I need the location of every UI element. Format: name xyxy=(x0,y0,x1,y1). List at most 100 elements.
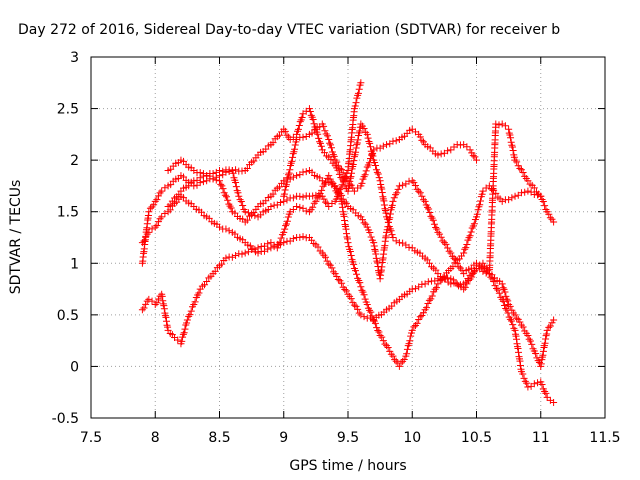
data-point xyxy=(150,201,158,209)
data-point xyxy=(408,326,416,334)
data-point xyxy=(507,134,515,142)
data-point xyxy=(367,233,375,241)
y-tick-label: 3 xyxy=(70,50,79,66)
data-point xyxy=(543,393,551,401)
data-point xyxy=(291,145,299,153)
x-tick-label: 9.5 xyxy=(337,430,359,446)
data-point xyxy=(277,240,285,248)
data-point xyxy=(293,172,301,180)
data-point xyxy=(355,85,363,93)
data-point xyxy=(364,134,372,142)
data-point xyxy=(545,323,553,331)
data-point xyxy=(342,199,350,207)
data-point xyxy=(450,279,458,287)
data-point xyxy=(312,197,320,205)
data-point xyxy=(237,198,245,206)
data-point xyxy=(351,267,359,275)
data-point xyxy=(288,157,296,165)
y-tick-label: 1 xyxy=(70,256,79,272)
data-point xyxy=(158,292,166,300)
data-point xyxy=(494,286,502,294)
data-point xyxy=(519,370,527,378)
data-point xyxy=(286,166,294,174)
data-point xyxy=(379,337,387,345)
data-point xyxy=(296,233,304,241)
data-point xyxy=(354,305,362,313)
data-point xyxy=(142,233,150,241)
data-point xyxy=(341,198,349,206)
data-point xyxy=(416,313,424,321)
data-point xyxy=(530,184,538,192)
data-point xyxy=(509,321,517,329)
data-point xyxy=(267,244,275,252)
data-point xyxy=(328,264,336,272)
data-point xyxy=(160,302,168,310)
data-point xyxy=(312,125,320,133)
data-point xyxy=(386,210,394,218)
data-point xyxy=(388,201,396,209)
data-point xyxy=(330,268,338,276)
data-point xyxy=(281,127,289,135)
data-point xyxy=(476,201,484,209)
data-point xyxy=(403,350,411,358)
data-point xyxy=(241,208,249,216)
data-point xyxy=(363,301,371,309)
data-point xyxy=(427,212,435,220)
data-point xyxy=(322,130,330,138)
data-point xyxy=(426,209,434,217)
data-point xyxy=(325,172,333,180)
data-point xyxy=(352,99,360,107)
data-point xyxy=(399,239,407,247)
data-point xyxy=(142,300,150,308)
data-point xyxy=(282,182,290,190)
data-point xyxy=(508,141,516,149)
data-point xyxy=(344,239,352,247)
data-point xyxy=(281,186,289,194)
data-point xyxy=(161,184,169,192)
data-point xyxy=(372,250,380,258)
data-point xyxy=(444,147,452,155)
data-point xyxy=(281,225,289,233)
data-point xyxy=(392,237,400,245)
data-point xyxy=(506,302,514,310)
data-point xyxy=(413,185,421,193)
data-point xyxy=(228,166,236,174)
data-point xyxy=(371,247,379,255)
data-point xyxy=(351,102,359,110)
data-point xyxy=(235,192,243,200)
data-point xyxy=(224,196,232,204)
data-point xyxy=(543,330,551,338)
data-point xyxy=(363,130,371,138)
data-point xyxy=(350,157,358,165)
data-point xyxy=(469,152,477,160)
data-point xyxy=(516,165,524,173)
data-point xyxy=(309,192,317,200)
data-point xyxy=(212,176,220,184)
data-point xyxy=(378,333,386,341)
data-point xyxy=(219,185,227,193)
data-point xyxy=(478,190,486,198)
data-point xyxy=(369,149,377,157)
data-point xyxy=(439,237,447,245)
data-point xyxy=(352,148,360,156)
data-point xyxy=(216,177,223,185)
data-point xyxy=(432,223,440,231)
data-point xyxy=(353,139,361,147)
data-point xyxy=(430,220,438,228)
data-point xyxy=(199,172,207,180)
data-point xyxy=(492,189,500,197)
data-point xyxy=(425,259,433,267)
data-point xyxy=(294,125,302,133)
data-point xyxy=(543,326,551,334)
data-point xyxy=(151,223,159,231)
series-track-e xyxy=(164,120,545,283)
data-point xyxy=(503,306,511,314)
data-point xyxy=(525,335,533,343)
data-point xyxy=(344,177,352,185)
data-point xyxy=(463,143,471,151)
data-point xyxy=(291,141,299,149)
series-track-f xyxy=(280,120,480,200)
data-point xyxy=(424,278,432,286)
data-point xyxy=(331,270,339,278)
data-point xyxy=(513,158,521,166)
